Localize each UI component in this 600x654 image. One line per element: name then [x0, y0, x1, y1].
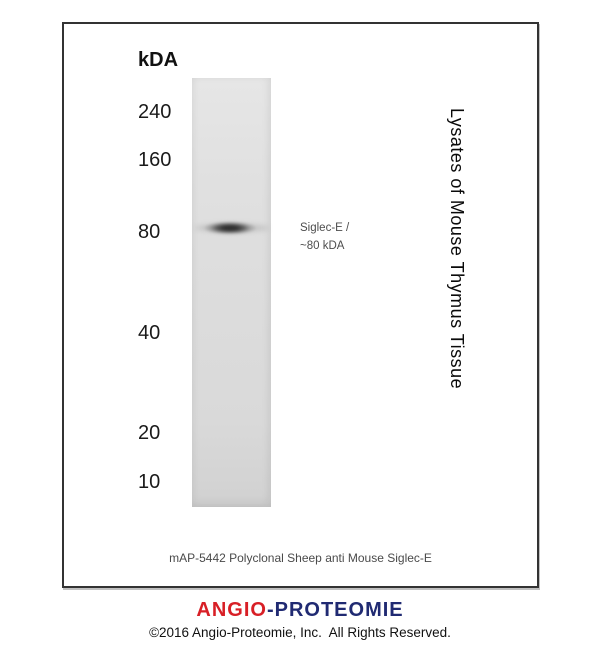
mw-marker-240: 240	[138, 101, 172, 123]
logo-part-proteomie: PROTEOMIE	[274, 599, 404, 621]
protein-band	[204, 221, 258, 235]
mw-marker-160: 160	[138, 149, 172, 171]
company-logo: ANGIO-PROTEOMIE	[0, 597, 600, 623]
mw-marker-20: 20	[138, 422, 161, 444]
band-annotation-line2: ~80 kDA	[300, 240, 345, 252]
mw-marker-80: 80	[138, 221, 161, 243]
logo-hyphen: -	[266, 599, 275, 621]
copyright-text: ©2016 Angio-Proteomie, Inc. All Rights R…	[149, 625, 451, 640]
band-annotation: Siglec-E / ~80 kDA	[300, 219, 349, 255]
logo-part-angio: ANGIO	[196, 599, 267, 621]
band-annotation-line1: Siglec-E /	[300, 222, 350, 234]
kda-unit-label: kDA	[138, 49, 179, 71]
blot-lane	[192, 78, 271, 507]
mw-marker-40: 40	[138, 322, 161, 344]
footer: ANGIO-PROTEOMIE ©2016 Angio-Proteomie, I…	[0, 597, 600, 641]
blot-panel: kDA 240 160 80 40 20 10 Siglec-E / ~80 kDA Ly…	[62, 22, 539, 588]
sample-source-label: Lysates of Mouse Thymus Tissue	[447, 108, 467, 390]
antibody-caption: mAP-5442 Polyclonal Sheep anti Mouse Sig…	[169, 551, 432, 565]
mw-marker-10: 10	[138, 471, 161, 493]
